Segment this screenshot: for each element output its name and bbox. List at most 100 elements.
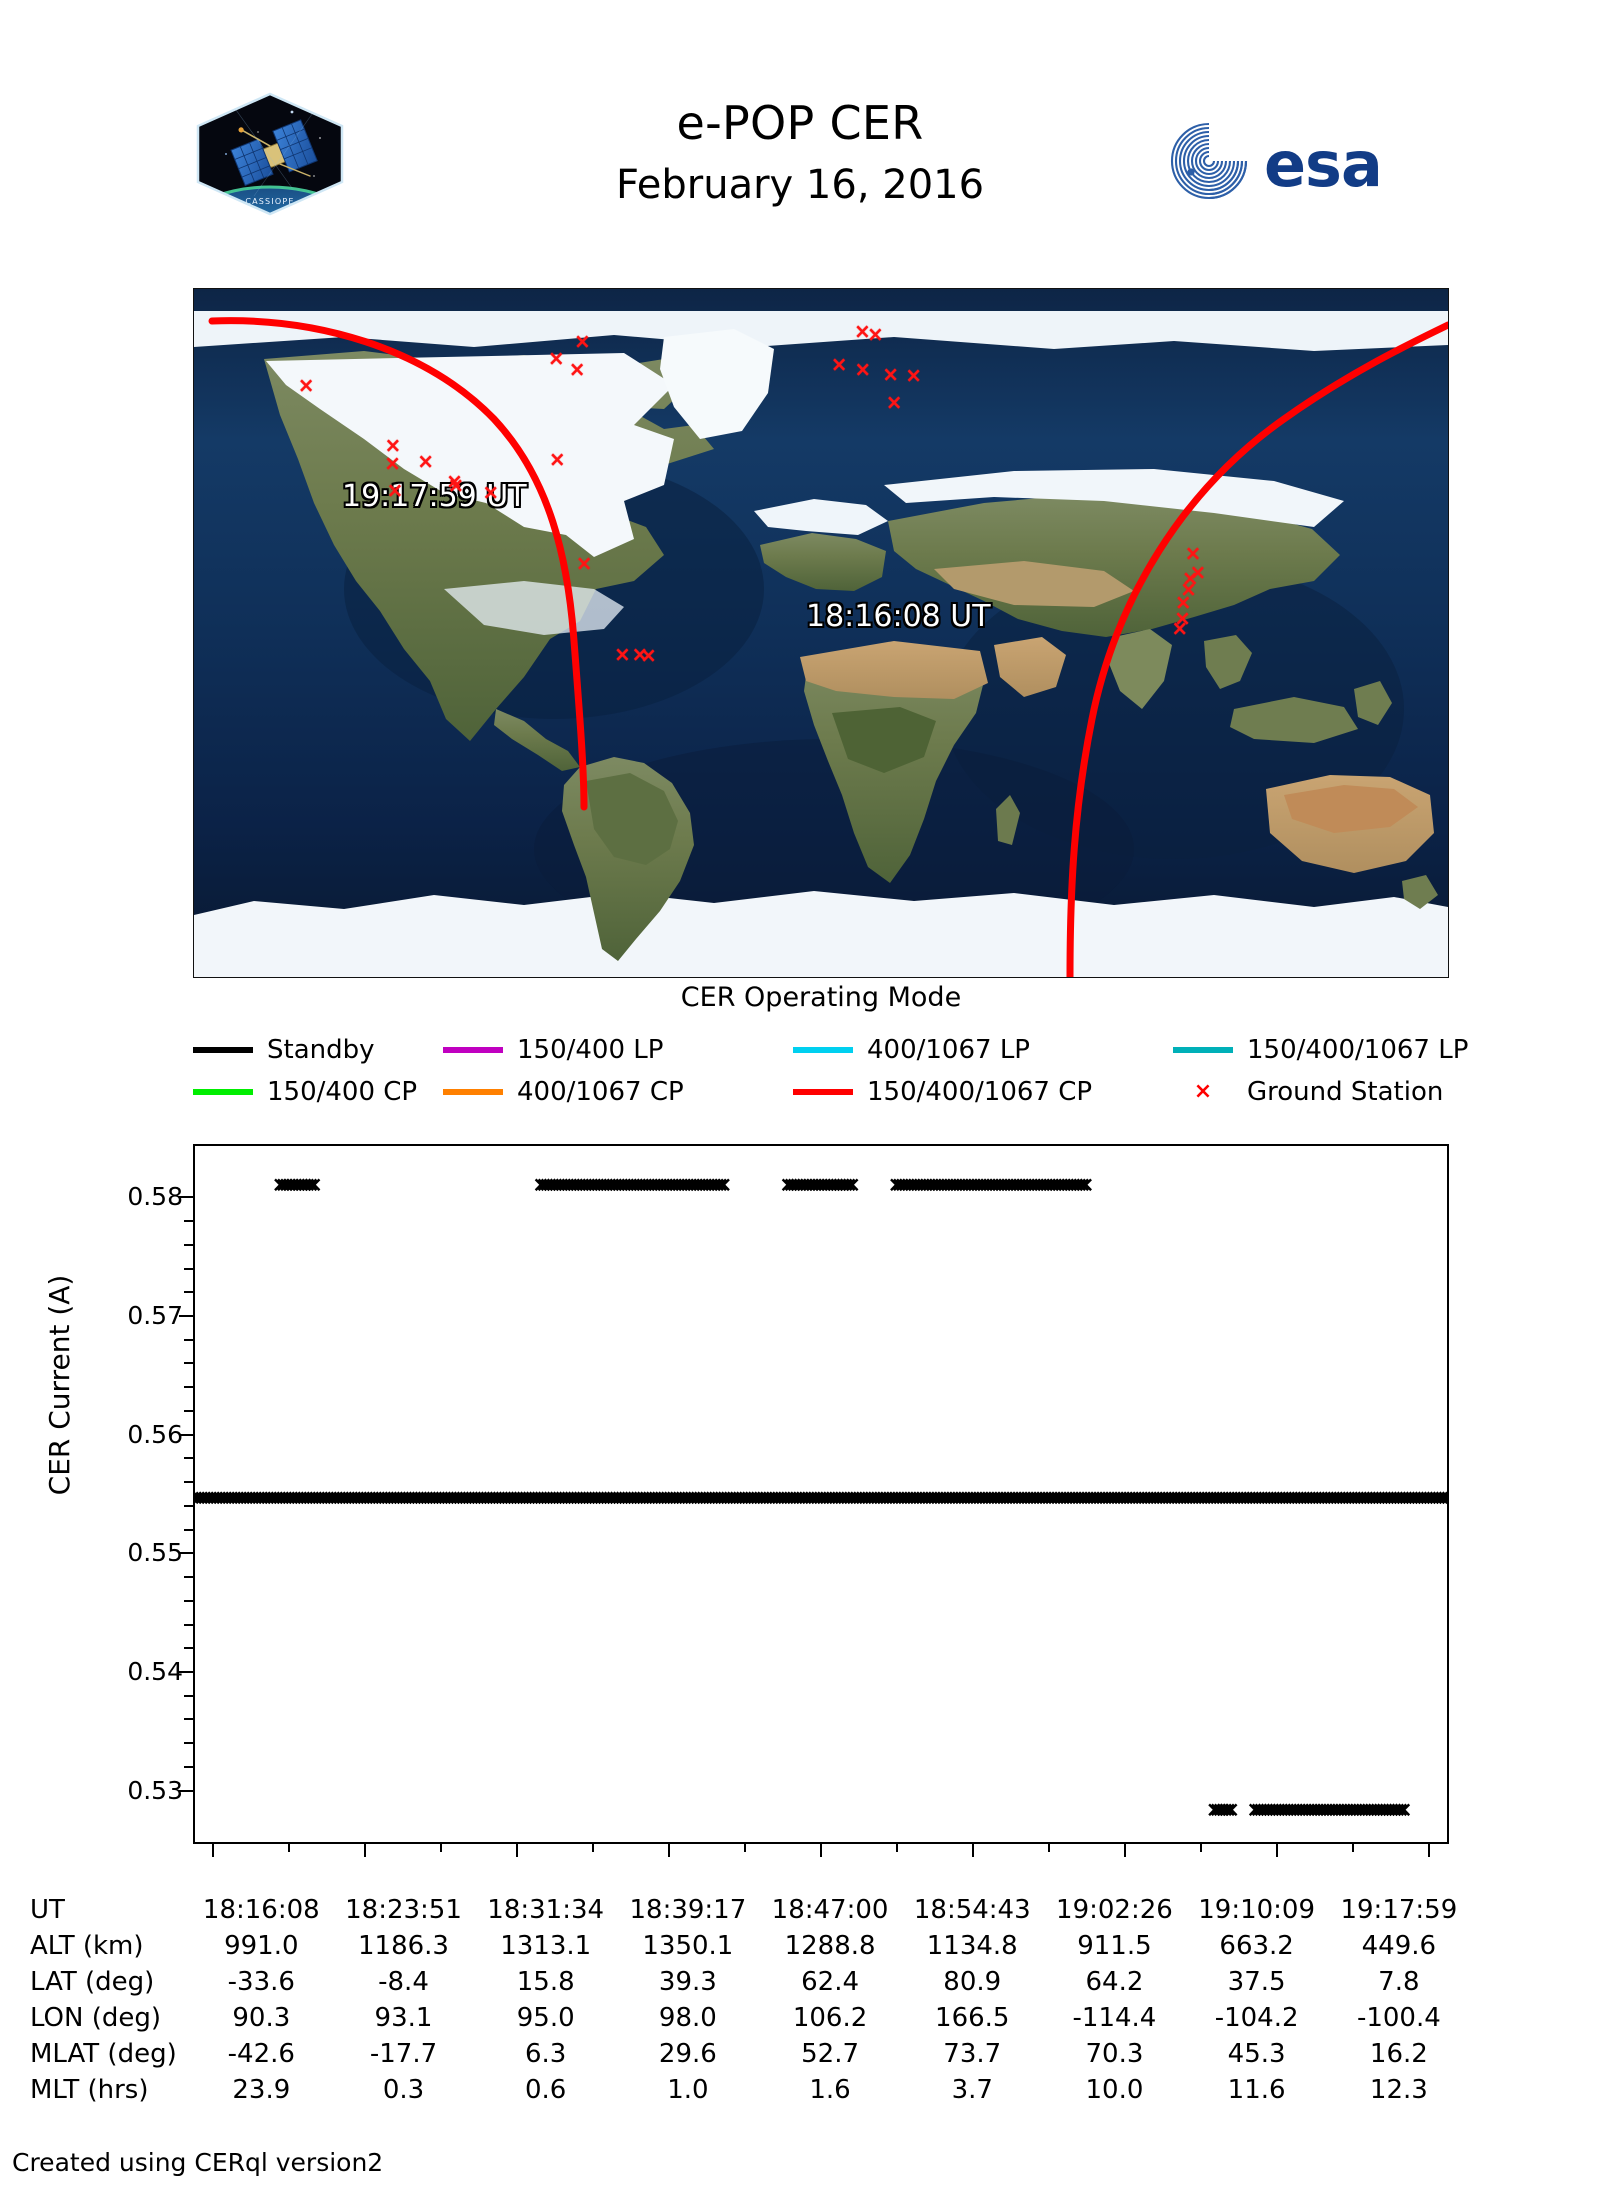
ground-station-marker bbox=[640, 646, 658, 664]
table-cell: -42.6 bbox=[227, 2039, 295, 2069]
table-row-label: LON (deg) bbox=[30, 2003, 162, 2033]
table-cell: 663.2 bbox=[1219, 1931, 1294, 1961]
table-cell: 29.6 bbox=[658, 2039, 717, 2069]
y-tick-minor bbox=[184, 1504, 193, 1507]
table-row: ALT (km) 991.0 1186.3 1313.1 1350.1 1288.8 113… bbox=[30, 1928, 1470, 1964]
ground-station-marker bbox=[573, 332, 591, 350]
table-cell: 23.9 bbox=[232, 2075, 291, 2105]
legend-item[interactable]: 150/400/1067 CP bbox=[793, 1074, 1092, 1110]
x-tick-minor bbox=[896, 1844, 898, 1852]
legend-color-swatch bbox=[193, 1089, 253, 1095]
legend-row: 150/400 CP 400/1067 CP 150/400/1067 CP × Gro… bbox=[193, 1074, 1449, 1110]
table-cell: 911.5 bbox=[1077, 1931, 1152, 1961]
svg-text:esa: esa bbox=[1264, 128, 1382, 201]
data-point-marker bbox=[1395, 1800, 1413, 1821]
legend-item[interactable]: 150/400 LP bbox=[443, 1032, 663, 1068]
legend-item-label: 150/400/1067 LP bbox=[1247, 1035, 1469, 1065]
ground-station-marker bbox=[575, 554, 593, 572]
legend-color-swatch bbox=[793, 1089, 853, 1095]
legend-title: CER Operating Mode bbox=[680, 982, 962, 1013]
x-tick-minor bbox=[440, 1844, 442, 1852]
y-tick-minor bbox=[184, 1528, 193, 1531]
y-tick-minor bbox=[184, 1362, 193, 1365]
y-tick-minor bbox=[184, 1291, 193, 1294]
table-cell: 1.0 bbox=[667, 2075, 709, 2105]
legend-item[interactable]: 150/400/1067 LP bbox=[1173, 1032, 1468, 1068]
y-tick-minor bbox=[184, 1481, 193, 1484]
table-cell: 1288.8 bbox=[784, 1931, 876, 1961]
legend-item[interactable]: 400/1067 LP bbox=[793, 1032, 1030, 1068]
table-cell: 1134.8 bbox=[926, 1931, 1018, 1961]
legend-item-label: Standby bbox=[267, 1035, 375, 1065]
table-cell: -17.7 bbox=[369, 2039, 438, 2069]
legend-item[interactable]: 150/400 CP bbox=[193, 1074, 417, 1110]
table-cell: 39.3 bbox=[658, 1967, 717, 1997]
x-tick-minor bbox=[744, 1844, 746, 1852]
legend: Standby 150/400 LP 400/1067 LP 150/400/1067… bbox=[193, 1032, 1468, 1110]
table-row: MLAT (deg) -42.6 -17.7 6.3 29.6 52.7 73.7 70.3 4… bbox=[30, 2036, 1470, 2072]
table-cell: 991.0 bbox=[224, 1931, 299, 1961]
y-tick-minor bbox=[184, 1742, 193, 1745]
plot-data-area bbox=[195, 1146, 1447, 1842]
cer-current-plot[interactable] bbox=[193, 1144, 1449, 1844]
x-tick-minor bbox=[288, 1844, 290, 1852]
esa-logo-icon: esa bbox=[1168, 120, 1458, 202]
y-tick-minor bbox=[184, 1220, 193, 1223]
table-cell: 19:10:09 bbox=[1198, 1895, 1316, 1925]
table-cell: 18:39:17 bbox=[629, 1895, 747, 1925]
table-cell: 18:47:00 bbox=[771, 1895, 889, 1925]
footer-credit: Created using CERql version2 bbox=[12, 2148, 384, 2177]
table-row-label: LAT (deg) bbox=[30, 1967, 155, 1997]
y-tick-major bbox=[179, 1552, 193, 1555]
table-cell: 90.3 bbox=[232, 2003, 291, 2033]
svg-text:CASSIOPE: CASSIOPE bbox=[245, 197, 294, 206]
x-tick-major bbox=[820, 1844, 822, 1857]
table-row-label: ALT (km) bbox=[30, 1931, 144, 1961]
ephemeris-table: UT 18:16:08 18:23:51 18:31:34 18:39:17 18:47:… bbox=[30, 1892, 1570, 2108]
ut-start-label: 18:16:08 UT bbox=[806, 599, 991, 634]
data-point-marker bbox=[1077, 1175, 1095, 1196]
table-cell: 70.3 bbox=[1085, 2039, 1144, 2069]
legend-item-label: 150/400 LP bbox=[517, 1035, 664, 1065]
legend-color-swatch bbox=[443, 1047, 503, 1053]
legend-item[interactable]: 400/1067 CP bbox=[443, 1074, 684, 1110]
legend-color-swatch bbox=[443, 1089, 503, 1095]
table-row: LON (deg) 90.3 93.1 95.0 98.0 106.2 166.5 -114.… bbox=[30, 2000, 1470, 2036]
cassiope-logo-icon: CASSIOPE bbox=[196, 92, 344, 216]
x-tick-major bbox=[972, 1844, 974, 1857]
y-axis-label: CER Current (A) bbox=[43, 1274, 76, 1496]
legend-item-label: Ground Station bbox=[1247, 1077, 1444, 1107]
table-cell: 18:31:34 bbox=[487, 1895, 605, 1925]
table-cell: -104.2 bbox=[1214, 2003, 1299, 2033]
table-cell: 62.4 bbox=[801, 1967, 859, 1997]
y-tick-major bbox=[179, 1670, 193, 1673]
table-cell: 45.3 bbox=[1227, 2039, 1286, 2069]
table-cell: 64.2 bbox=[1085, 1967, 1144, 1997]
y-tick-minor bbox=[184, 1718, 193, 1721]
ground-station-marker bbox=[417, 452, 435, 470]
map-basemap bbox=[194, 289, 1448, 977]
ground-station-marker bbox=[482, 483, 500, 501]
y-tick-minor bbox=[184, 1243, 193, 1246]
ground-station-marker bbox=[1171, 619, 1189, 637]
table-cell: 0.3 bbox=[382, 2075, 425, 2105]
x-tick-major bbox=[212, 1844, 214, 1857]
legend-item-label: 400/1067 CP bbox=[517, 1077, 684, 1107]
world-map[interactable]: 19:17:59 UT 18:16:08 UT bbox=[193, 288, 1449, 978]
legend-item[interactable]: Standby bbox=[193, 1032, 375, 1068]
legend-item-label: 400/1067 LP bbox=[867, 1035, 1030, 1065]
legend-item-label: 150/400/1067 CP bbox=[867, 1077, 1093, 1107]
x-tick-minor bbox=[1200, 1844, 1202, 1852]
legend-color-swatch bbox=[793, 1047, 853, 1053]
table-cell: 1186.3 bbox=[358, 1931, 449, 1961]
table-cell: 73.7 bbox=[943, 2039, 1002, 2069]
table-cell: 1313.1 bbox=[500, 1931, 592, 1961]
ground-station-marker bbox=[830, 355, 848, 373]
legend-row: Standby 150/400 LP 400/1067 LP 150/400/1067… bbox=[193, 1032, 1468, 1068]
y-tick-major bbox=[179, 1315, 193, 1318]
x-tick-major bbox=[1276, 1844, 1278, 1857]
page-title: e-POP CER bbox=[676, 96, 924, 150]
y-tick-label: 0.53 bbox=[127, 1775, 183, 1805]
legend-item[interactable]: × Ground Station bbox=[1173, 1074, 1444, 1110]
y-tick-minor bbox=[184, 1765, 193, 1768]
